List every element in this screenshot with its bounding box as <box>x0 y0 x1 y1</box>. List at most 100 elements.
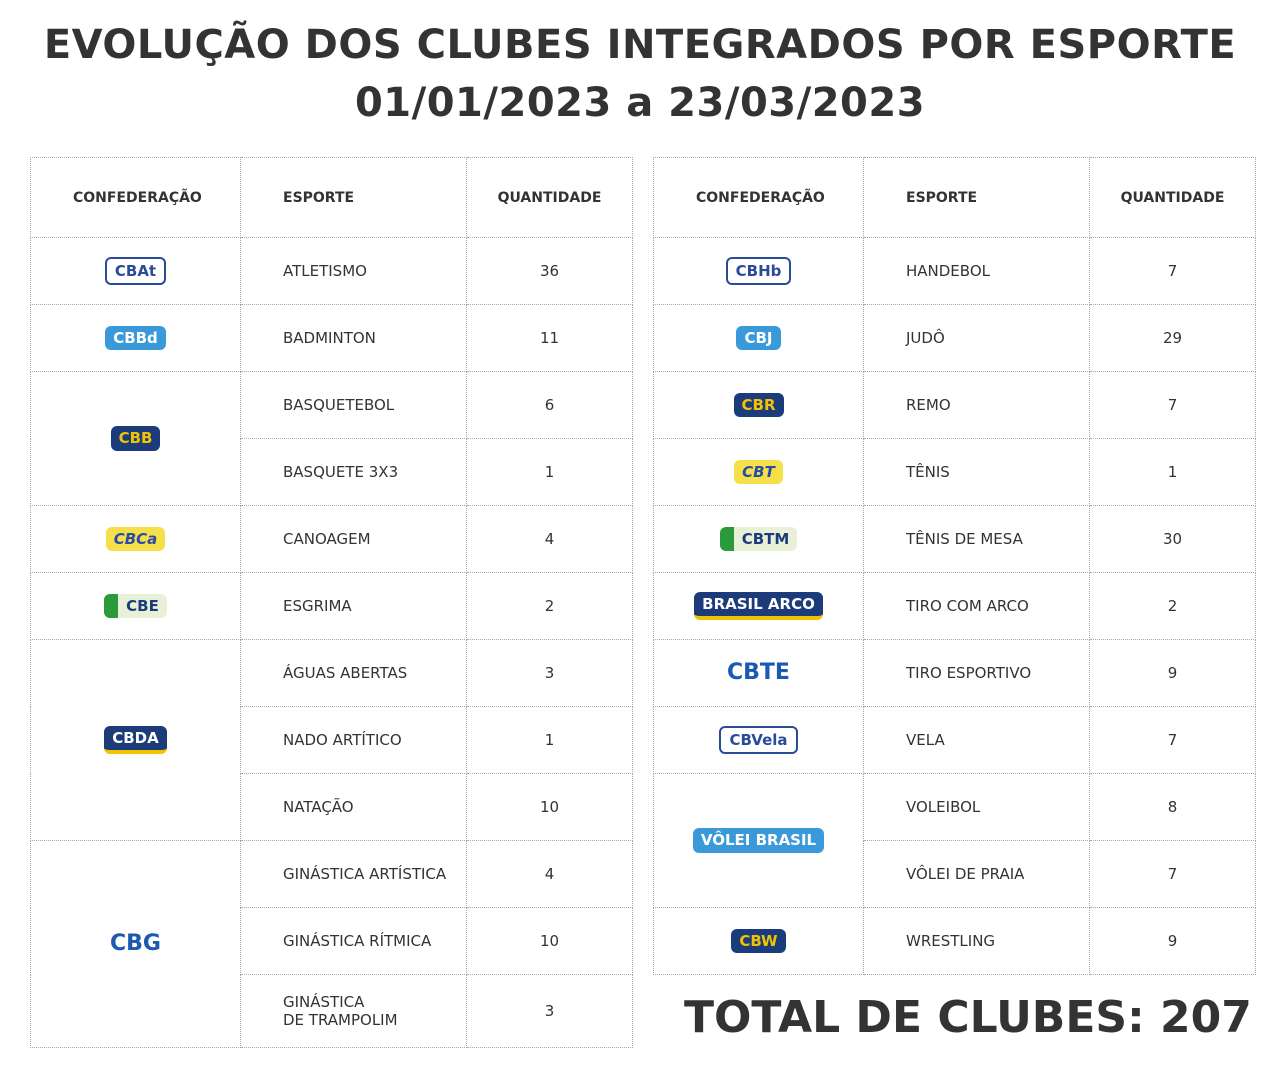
row: CBBd BADMINTON 11 <box>30 304 633 372</box>
sport: VELA <box>863 706 1090 774</box>
quantity: 4 <box>466 840 633 908</box>
sport: BASQUETEBOL <box>240 371 467 439</box>
sport: NATAÇÃO <box>240 773 467 841</box>
logo: CBAt <box>104 256 167 286</box>
sport: REMO <box>863 371 1090 439</box>
logo-cell: CBJ <box>653 304 864 372</box>
quantity: 1 <box>1089 438 1256 506</box>
right-table: CONFEDERAÇÃO ESPORTE QUANTIDADE CBHb HANDEBO… <box>653 157 1256 975</box>
row: CBAt ATLETISMO 36 <box>30 237 633 305</box>
sport: WRESTLING <box>863 907 1090 975</box>
logo-cell: CBAt <box>30 237 241 305</box>
column-header: ESPORTE <box>863 157 1090 238</box>
quantity: 8 <box>1089 773 1256 841</box>
logo-cell: VÔLEI BRASIL <box>653 773 864 908</box>
sport: HANDEBOL <box>863 237 1090 305</box>
row: CBTE TIRO ESPORTIVO 9 <box>653 639 1256 707</box>
logo: VÔLEI BRASIL <box>692 828 825 853</box>
sport: GINÁSTICA DE TRAMPOLIM <box>240 974 467 1048</box>
logo-cell: CBTM <box>653 505 864 573</box>
quantity: 3 <box>466 639 633 707</box>
logo-cell: CBCa <box>30 505 241 573</box>
logo-cell: CBB <box>30 371 241 506</box>
row: CBDA ÁGUAS ABERTAS 3 <box>30 639 633 841</box>
header-row: CONFEDERAÇÃO ESPORTE QUANTIDADE <box>30 157 633 238</box>
sport: GINÁSTICA RÍTMICA <box>240 907 467 975</box>
sport: ATLETISMO <box>240 237 467 305</box>
logo: BRASIL ARCO <box>694 591 823 621</box>
quantity: 4 <box>466 505 633 573</box>
row: CBTM TÊNIS DE MESA 30 <box>653 505 1256 573</box>
logo: CBT <box>734 459 783 485</box>
logo-cell: CBVela <box>653 706 864 774</box>
logo: CBTE <box>727 659 790 685</box>
logo: CBVela <box>719 725 798 755</box>
quantity: 9 <box>1089 639 1256 707</box>
row: CBB BASQUETEBOL 6 <box>30 371 633 506</box>
sport: TÊNIS DE MESA <box>863 505 1090 573</box>
sport: BADMINTON <box>240 304 467 372</box>
sport: BASQUETE 3X3 <box>240 438 467 506</box>
quantity: 3 <box>466 974 633 1048</box>
quantity: 1 <box>466 438 633 506</box>
logo: CBB <box>110 426 161 451</box>
row: CBR REMO 7 <box>653 371 1256 439</box>
logo: CBDA <box>104 725 167 755</box>
sport: TÊNIS <box>863 438 1090 506</box>
quantity: 2 <box>1089 572 1256 640</box>
sport: TIRO ESPORTIVO <box>863 639 1090 707</box>
logo-cell: CBHb <box>653 237 864 305</box>
logo: CBHb <box>725 256 792 286</box>
logo-cell: CBG <box>30 840 241 1048</box>
logo: CBG <box>110 930 161 956</box>
logo: CBCa <box>105 526 166 552</box>
quantity: 1 <box>466 706 633 774</box>
logo: CBR <box>733 392 784 418</box>
row: CBVela VELA 7 <box>653 706 1256 774</box>
row: CBT TÊNIS 1 <box>653 438 1256 506</box>
row: BASQUETE 3X3 1 <box>31 438 633 506</box>
quantity: 10 <box>466 907 633 975</box>
logo-cell: CBR <box>653 371 864 439</box>
logo: CBE <box>104 593 167 619</box>
logo-cell: CBT <box>653 438 864 506</box>
sport: ÁGUAS ABERTAS <box>240 639 467 707</box>
title: EVOLUÇÃO DOS CLUBES INTEGRADOS POR ESPOR… <box>43 22 1237 68</box>
logo: CBW <box>731 928 786 954</box>
total: TOTAL DE CLUBES: 207 <box>684 992 1252 1043</box>
quantity: 7 <box>1089 840 1256 908</box>
row: CBE ESGRIMA 2 <box>30 572 633 640</box>
logo: CBBd <box>105 325 166 351</box>
row: VÔLEI BRASIL VOLEIBOL 8 <box>653 773 1256 908</box>
logo-cell: CBTE <box>653 639 864 707</box>
row: NATAÇÃO 10 <box>31 773 633 841</box>
column-header: QUANTIDADE <box>466 157 633 238</box>
row: NADO ARTÍTICO 1 <box>31 706 633 774</box>
header-row: CONFEDERAÇÃO ESPORTE QUANTIDADE <box>653 157 1256 238</box>
quantity: 10 <box>466 773 633 841</box>
row: GINÁSTICA RÍTMICA 10 <box>31 907 633 975</box>
sport: CANOAGEM <box>240 505 467 573</box>
quantity: 7 <box>1089 706 1256 774</box>
logo-cell: CBW <box>653 907 864 975</box>
column-header: CONFEDERAÇÃO <box>30 157 241 238</box>
row: GINÁSTICA DE TRAMPOLIM 3 <box>31 974 633 1048</box>
logo-cell: BRASIL ARCO <box>653 572 864 640</box>
quantity: 36 <box>466 237 633 305</box>
sport: ESGRIMA <box>240 572 467 640</box>
quantity: 7 <box>1089 237 1256 305</box>
quantity: 6 <box>466 371 633 439</box>
logo-cell: CBE <box>30 572 241 640</box>
sport: VOLEIBOL <box>863 773 1090 841</box>
quantity: 2 <box>466 572 633 640</box>
quantity: 29 <box>1089 304 1256 372</box>
sport: VÔLEI DE PRAIA <box>863 840 1090 908</box>
row: BRASIL ARCO TIRO COM ARCO 2 <box>653 572 1256 640</box>
sport: NADO ARTÍTICO <box>240 706 467 774</box>
logo-cell: CBDA <box>30 639 241 841</box>
logo-cell: CBBd <box>30 304 241 372</box>
column-header: CONFEDERAÇÃO <box>653 157 864 238</box>
quantity: 7 <box>1089 371 1256 439</box>
logo: CBJ <box>736 325 781 351</box>
